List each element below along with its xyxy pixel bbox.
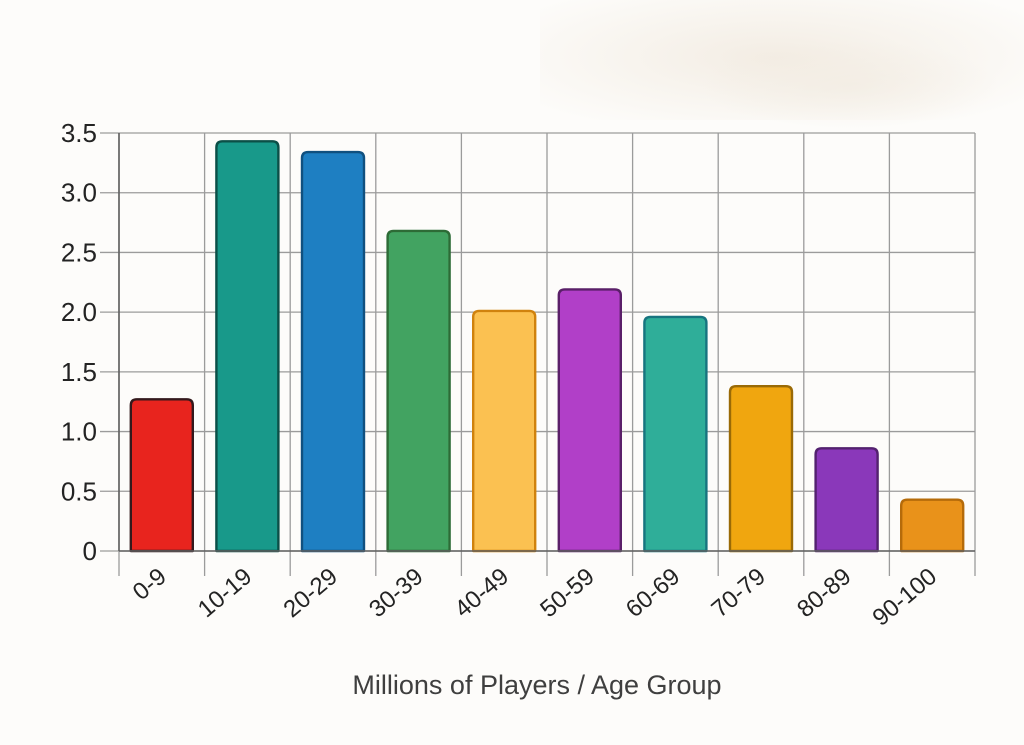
bar-10-19	[215, 140, 280, 553]
x-tick-label: 30-39	[364, 563, 428, 623]
bar-70-79	[728, 384, 794, 553]
x-tick-label: 0-9	[128, 563, 172, 606]
y-tick-label: 0.5	[61, 476, 97, 506]
x-tick-label: 50-59	[535, 563, 599, 623]
y-axis-tick-labels: 0 0.5 1.0 1.5 2.0 2.5 3.0 3.5	[61, 118, 97, 566]
y-tick-label: 0	[83, 536, 97, 566]
x-tick-label: 20-29	[278, 563, 342, 623]
x-tick-label: 60-69	[621, 563, 685, 623]
x-axis-tick-labels: 0-9 10-19 20-29 30-39 40-49 50-59 60-69 70-79 80…	[128, 563, 942, 632]
bar-60-69	[643, 315, 708, 553]
y-tick-label: 1.0	[61, 417, 97, 447]
x-axis-title: Millions of Players / Age Group	[352, 670, 721, 700]
bar-80-89	[814, 447, 879, 553]
bar-20-29	[300, 150, 366, 553]
y-tick-label: 1.5	[61, 357, 97, 387]
x-tick-label: 90-100	[867, 563, 942, 632]
x-tick-label: 40-49	[450, 563, 514, 623]
bar-30-39	[386, 229, 451, 553]
axes	[118, 133, 975, 552]
y-tick-label: 2.5	[61, 237, 97, 267]
bar-40-49	[472, 309, 537, 553]
bar-90-100	[900, 498, 965, 553]
bar-0-9	[129, 398, 194, 553]
bar-50-59	[557, 288, 622, 553]
y-tick-label: 2.0	[61, 297, 97, 327]
x-tick-label: 70-79	[706, 563, 770, 623]
y-tick-label: 3.0	[61, 178, 97, 208]
x-tick-label: 80-89	[792, 563, 856, 623]
y-tick-label: 3.5	[61, 118, 97, 148]
bars	[129, 140, 965, 553]
x-tick-label: 10-19	[193, 563, 257, 623]
